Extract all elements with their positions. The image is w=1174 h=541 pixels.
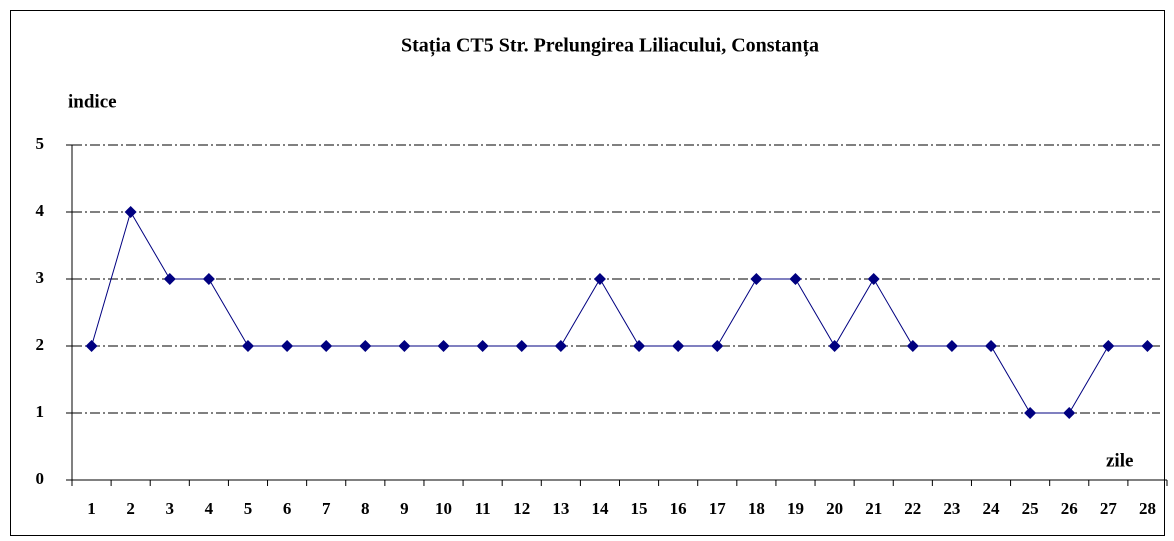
x-tick-label: 19	[787, 499, 804, 518]
data-point	[672, 340, 685, 352]
x-axis-label: zile	[1106, 450, 1133, 471]
x-tick-label: 7	[322, 499, 331, 518]
data-point	[1102, 340, 1115, 352]
data-point	[593, 273, 606, 285]
x-tick-label: 2	[126, 499, 135, 518]
data-point	[711, 340, 724, 352]
data-point	[359, 340, 372, 352]
data-point	[945, 340, 958, 352]
x-tick-label: 20	[826, 499, 843, 518]
x-tick-label: 16	[670, 499, 687, 518]
data-point	[320, 340, 333, 352]
x-tick-label: 23	[943, 499, 960, 518]
x-tick-label: 28	[1139, 499, 1156, 518]
data-point	[554, 340, 567, 352]
data-point	[867, 273, 880, 285]
x-tick-label: 26	[1061, 499, 1078, 518]
data-point	[1141, 340, 1154, 352]
chart-title: Stația CT5 Str. Prelungirea Liliacului, …	[401, 35, 819, 58]
data-point	[281, 340, 294, 352]
x-tick-label: 27	[1100, 499, 1118, 518]
data-point	[85, 340, 98, 352]
data-point	[476, 340, 489, 352]
data-point	[750, 273, 763, 285]
x-tick-label: 6	[283, 499, 292, 518]
series-line	[91, 210, 1148, 414]
x-tick-label: 3	[166, 499, 175, 518]
y-tick-label: 0	[36, 469, 45, 488]
x-tick-label: 12	[513, 499, 530, 518]
x-tick-label: 1	[87, 499, 96, 518]
x-tick-label: 25	[1022, 499, 1039, 518]
y-tick-label: 1	[36, 402, 45, 421]
x-tick-label: 22	[904, 499, 921, 518]
data-point	[163, 273, 176, 285]
y-tick-label: 2	[36, 335, 45, 354]
y-tick-label: 5	[36, 134, 45, 153]
y-axis-label: indice	[68, 91, 117, 112]
x-tick-label: 4	[205, 499, 214, 518]
data-point	[1063, 407, 1076, 419]
data-point	[789, 273, 802, 285]
data-point	[828, 340, 841, 352]
x-tick-label: 13	[552, 499, 569, 518]
x-tick-label: 5	[244, 499, 253, 518]
y-tick-label: 3	[36, 268, 45, 287]
chart-frame	[10, 10, 1165, 536]
x-tick-label: 14	[591, 499, 609, 518]
x-tick-label: 17	[709, 499, 727, 518]
data-point	[1024, 407, 1037, 419]
data-point	[398, 340, 411, 352]
data-point	[985, 340, 998, 352]
x-tick-label: 21	[865, 499, 882, 518]
x-tick-label: 24	[983, 499, 1001, 518]
x-tick-label: 15	[631, 499, 648, 518]
data-point	[515, 340, 528, 352]
data-point	[124, 206, 137, 218]
data-point	[906, 340, 919, 352]
x-tick-label: 8	[361, 499, 370, 518]
x-tick-label: 9	[400, 499, 409, 518]
x-tick-label: 11	[475, 499, 491, 518]
y-tick-label: 4	[36, 201, 45, 220]
data-point	[202, 273, 215, 285]
data-point	[437, 340, 450, 352]
x-tick-label: 18	[748, 499, 765, 518]
data-point	[241, 340, 254, 352]
x-tick-label: 10	[435, 499, 452, 518]
data-point	[633, 340, 646, 352]
